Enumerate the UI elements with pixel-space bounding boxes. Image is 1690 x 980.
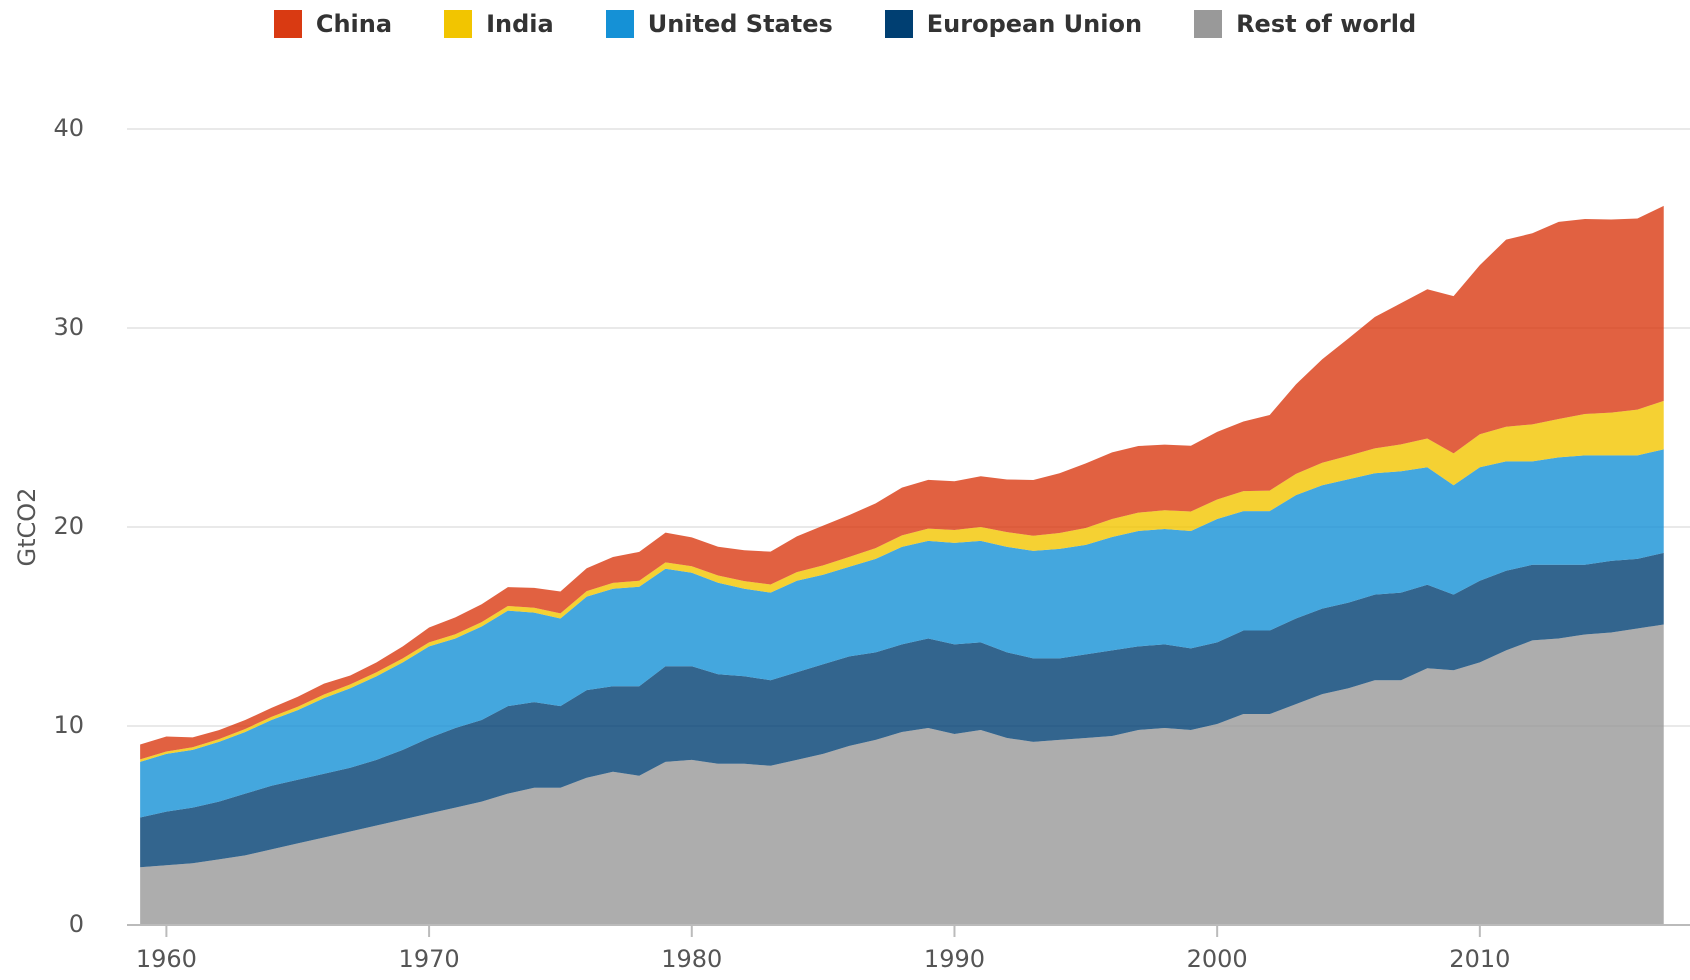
area [140, 552, 1664, 868]
legend-swatch [1194, 10, 1223, 38]
legend-swatch [273, 10, 302, 38]
legend-swatch [605, 10, 634, 38]
area [140, 449, 1664, 818]
legend-item: India [444, 10, 554, 38]
x-tick-label: 1970 [399, 945, 460, 973]
y-tick-label: 0 [69, 910, 84, 938]
y-axis-label: GtCO2 [13, 488, 41, 567]
legend-item: Rest of world [1194, 10, 1416, 38]
legend-swatch [444, 10, 473, 38]
legend-label: European Union [926, 10, 1143, 38]
x-tick-label: 1980 [661, 945, 722, 973]
area [140, 624, 1664, 925]
legend-item: China [273, 10, 393, 38]
area [140, 400, 1664, 762]
legend-label: China [315, 10, 393, 38]
x-tick-label: 1990 [924, 945, 985, 973]
legend: China India United States European Union Res… [0, 4, 1690, 44]
legend-swatch [884, 10, 913, 38]
y-tick-label: 20 [53, 512, 84, 540]
legend-label: Rest of world [1236, 10, 1417, 38]
legend-item: United States [605, 10, 833, 38]
area [140, 205, 1664, 760]
y-tick-label: 40 [53, 114, 84, 142]
y-tick-label: 10 [53, 711, 84, 739]
legend-item: European Union [884, 10, 1143, 38]
x-tick-label: 2000 [1187, 945, 1248, 973]
x-tick-label: 2010 [1449, 945, 1510, 973]
x-tick-label: 1960 [136, 945, 197, 973]
y-tick-label: 30 [53, 313, 84, 341]
legend-label: United States [647, 10, 833, 38]
legend-label: India [486, 10, 554, 38]
